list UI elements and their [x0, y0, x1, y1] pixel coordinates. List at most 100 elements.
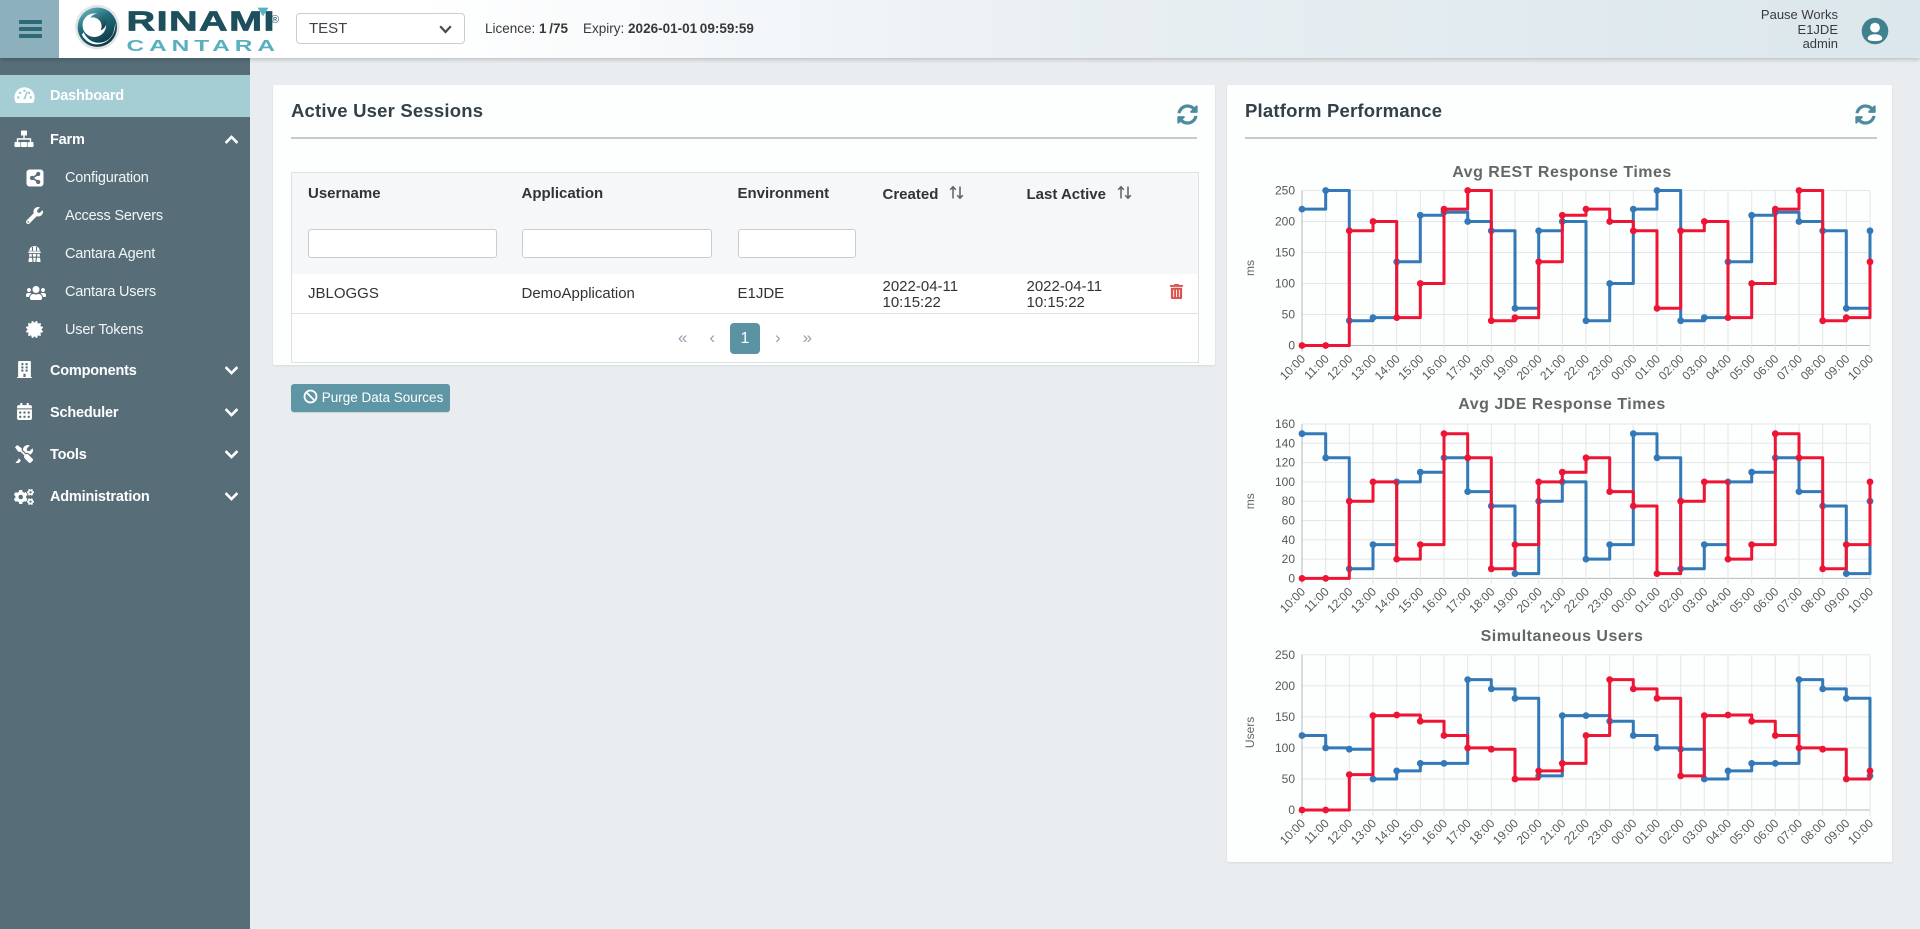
svg-text:01:00: 01:00 — [1632, 584, 1663, 615]
svg-text:19:00: 19:00 — [1490, 584, 1521, 615]
svg-text:04:00: 04:00 — [1703, 584, 1734, 615]
svg-text:13:00: 13:00 — [1348, 584, 1379, 615]
svg-text:22:00: 22:00 — [1561, 351, 1592, 382]
svg-text:200: 200 — [1275, 215, 1295, 229]
svg-text:00:00: 00:00 — [1608, 351, 1639, 382]
svg-text:0: 0 — [1288, 803, 1295, 817]
svg-text:18:00: 18:00 — [1466, 351, 1497, 382]
svg-text:10:00: 10:00 — [1277, 816, 1308, 847]
svg-text:23:00: 23:00 — [1585, 584, 1616, 615]
svg-text:07:00: 07:00 — [1774, 584, 1805, 615]
svg-text:14:00: 14:00 — [1372, 351, 1403, 382]
svg-text:08:00: 08:00 — [1798, 816, 1829, 847]
svg-text:18:00: 18:00 — [1466, 584, 1497, 615]
svg-text:05:00: 05:00 — [1727, 351, 1758, 382]
svg-text:04:00: 04:00 — [1703, 816, 1734, 847]
svg-text:Avg JDE Response Times: Avg JDE Response Times — [1458, 396, 1666, 413]
svg-text:10:00: 10:00 — [1277, 584, 1308, 615]
svg-text:CANTARA: CANTARA — [127, 37, 280, 55]
svg-text:03:00: 03:00 — [1679, 584, 1710, 615]
svg-text:06:00: 06:00 — [1750, 816, 1781, 847]
svg-text:16:00: 16:00 — [1419, 351, 1450, 382]
svg-text:120: 120 — [1275, 456, 1295, 470]
svg-text:12:00: 12:00 — [1324, 584, 1355, 615]
svg-text:08:00: 08:00 — [1798, 351, 1829, 382]
svg-text:ms: ms — [1244, 260, 1257, 276]
svg-text:02:00: 02:00 — [1656, 816, 1687, 847]
svg-text:10:00: 10:00 — [1277, 351, 1308, 382]
svg-text:11:00: 11:00 — [1301, 351, 1332, 382]
svg-text:11:00: 11:00 — [1301, 584, 1332, 615]
svg-text:07:00: 07:00 — [1774, 816, 1805, 847]
svg-text:60: 60 — [1282, 514, 1296, 528]
svg-text:17:00: 17:00 — [1443, 584, 1474, 615]
svg-text:05:00: 05:00 — [1727, 584, 1758, 615]
svg-text:12:00: 12:00 — [1324, 816, 1355, 847]
svg-text:15:00: 15:00 — [1395, 351, 1426, 382]
svg-text:10:00: 10:00 — [1845, 816, 1876, 847]
svg-text:50: 50 — [1282, 308, 1296, 322]
svg-text:09:00: 09:00 — [1821, 584, 1852, 615]
svg-text:02:00: 02:00 — [1656, 351, 1687, 382]
svg-text:01:00: 01:00 — [1632, 351, 1663, 382]
svg-text:140: 140 — [1275, 436, 1295, 450]
svg-text:20: 20 — [1282, 552, 1296, 566]
svg-text:0: 0 — [1288, 571, 1295, 585]
svg-text:40: 40 — [1282, 533, 1296, 547]
svg-text:00:00: 00:00 — [1608, 584, 1639, 615]
svg-text:ms: ms — [1244, 493, 1257, 509]
svg-text:14:00: 14:00 — [1372, 584, 1403, 615]
svg-text:150: 150 — [1275, 710, 1295, 724]
svg-text:15:00: 15:00 — [1395, 584, 1426, 615]
svg-text:Avg REST Response Times: Avg REST Response Times — [1452, 164, 1672, 181]
svg-text:22:00: 22:00 — [1561, 816, 1592, 847]
svg-text:01:00: 01:00 — [1632, 816, 1663, 847]
svg-text:13:00: 13:00 — [1348, 816, 1379, 847]
svg-text:Users: Users — [1244, 717, 1257, 748]
svg-text:16:00: 16:00 — [1419, 816, 1450, 847]
svg-text:20:00: 20:00 — [1514, 351, 1545, 382]
svg-text:06:00: 06:00 — [1750, 351, 1781, 382]
svg-text:13:00: 13:00 — [1348, 351, 1379, 382]
svg-text:19:00: 19:00 — [1490, 816, 1521, 847]
svg-text:250: 250 — [1275, 184, 1295, 198]
svg-text:23:00: 23:00 — [1585, 816, 1616, 847]
svg-text:03:00: 03:00 — [1679, 351, 1710, 382]
svg-text:12:00: 12:00 — [1324, 351, 1355, 382]
svg-text:21:00: 21:00 — [1537, 351, 1568, 382]
svg-text:07:00: 07:00 — [1774, 351, 1805, 382]
svg-text:18:00: 18:00 — [1466, 816, 1497, 847]
svg-text:15:00: 15:00 — [1395, 816, 1426, 847]
svg-text:17:00: 17:00 — [1443, 351, 1474, 382]
svg-text:20:00: 20:00 — [1514, 816, 1545, 847]
svg-text:50: 50 — [1282, 772, 1296, 786]
svg-text:10:00: 10:00 — [1845, 351, 1876, 382]
svg-text:16:00: 16:00 — [1419, 584, 1450, 615]
svg-text:09:00: 09:00 — [1821, 351, 1852, 382]
svg-text:200: 200 — [1275, 679, 1295, 693]
svg-text:100: 100 — [1275, 277, 1295, 291]
svg-text:06:00: 06:00 — [1750, 584, 1781, 615]
svg-text:150: 150 — [1275, 246, 1295, 260]
svg-text:®: ® — [271, 14, 279, 26]
svg-text:02:00: 02:00 — [1656, 584, 1687, 615]
svg-text:19:00: 19:00 — [1490, 351, 1521, 382]
svg-text:23:00: 23:00 — [1585, 351, 1616, 382]
svg-text:04:00: 04:00 — [1703, 351, 1734, 382]
svg-text:21:00: 21:00 — [1537, 816, 1568, 847]
svg-text:22:00: 22:00 — [1561, 584, 1592, 615]
svg-text:0: 0 — [1288, 339, 1295, 353]
svg-text:160: 160 — [1275, 417, 1295, 431]
svg-text:250: 250 — [1275, 648, 1295, 662]
svg-text:09:00: 09:00 — [1821, 816, 1852, 847]
svg-text:14:00: 14:00 — [1372, 816, 1403, 847]
svg-text:11:00: 11:00 — [1301, 816, 1332, 847]
svg-text:100: 100 — [1275, 741, 1295, 755]
svg-text:RINAMI: RINAMI — [127, 6, 276, 37]
svg-text:20:00: 20:00 — [1514, 584, 1545, 615]
svg-text:21:00: 21:00 — [1537, 584, 1568, 615]
svg-text:17:00: 17:00 — [1443, 816, 1474, 847]
svg-text:03:00: 03:00 — [1679, 816, 1710, 847]
svg-text:100: 100 — [1275, 475, 1295, 489]
svg-text:Simultaneous Users: Simultaneous Users — [1481, 628, 1644, 645]
